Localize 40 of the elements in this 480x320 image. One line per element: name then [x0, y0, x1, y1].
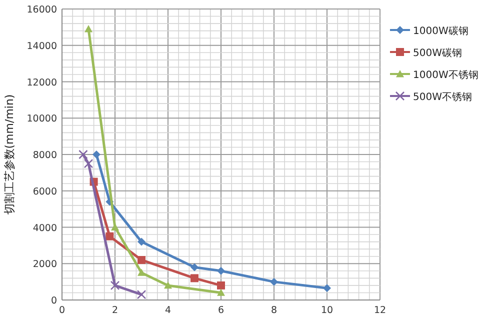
- y-tick-label: 4000: [32, 222, 57, 234]
- legend-label: 1000W碳钢: [413, 25, 468, 37]
- point: [138, 256, 146, 264]
- point: [217, 288, 225, 296]
- point: [217, 281, 225, 290]
- point: [110, 280, 120, 290]
- y-tick-label: 16000: [26, 4, 57, 16]
- y-tick-label: 10000: [26, 114, 57, 125]
- legend-label: 500W碳钢: [413, 47, 462, 59]
- legend-label: 1000W不锈钢: [413, 70, 478, 81]
- y-tick-label: 2000: [32, 259, 57, 270]
- point: [84, 25, 92, 32]
- point: [164, 281, 172, 289]
- y-axis-title: 切割工艺参数(mm/min): [3, 94, 16, 215]
- y-tick-label: 0: [50, 296, 57, 306]
- x-tick-label: 6: [218, 305, 224, 316]
- x-tick-label: 0: [58, 305, 66, 316]
- point: [190, 263, 198, 272]
- point: [111, 223, 119, 230]
- y-tick-label: 6000: [32, 186, 57, 198]
- point: [138, 238, 146, 246]
- point: [78, 150, 88, 160]
- legend-label: 500W不锈钢: [413, 92, 472, 103]
- y-tick-label: 12000: [26, 77, 57, 88]
- x-tick-label: 2: [112, 305, 118, 316]
- point: [217, 266, 225, 275]
- point: [190, 274, 198, 282]
- point: [84, 158, 94, 168]
- y-tick-label: 14000: [26, 40, 57, 52]
- point: [270, 278, 278, 286]
- x-tick-label: 8: [270, 305, 278, 316]
- point: [92, 150, 100, 158]
- point: [136, 290, 146, 300]
- x-tick-label: 10: [320, 305, 334, 316]
- y-tick-label: 8000: [32, 150, 57, 161]
- x-tick-label: 4: [164, 305, 172, 316]
- point: [323, 284, 331, 292]
- x-tick-label: 12: [374, 305, 386, 316]
- point: [138, 268, 146, 276]
- point: [106, 232, 114, 240]
